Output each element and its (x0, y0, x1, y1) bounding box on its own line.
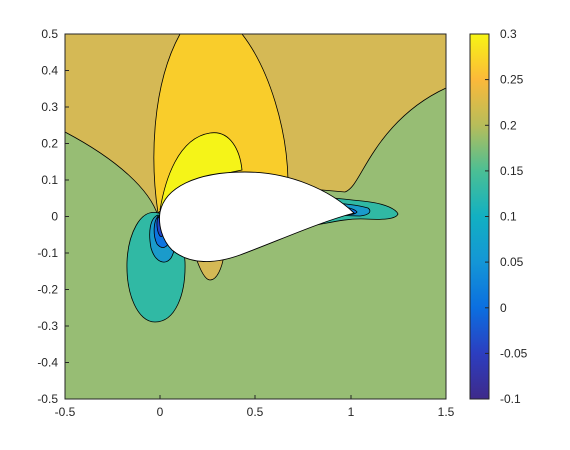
y-tick-label: -0.1 (37, 246, 58, 260)
colorbar-tick-label: -0.1 (500, 392, 521, 406)
colorbar-tick-label: 0.2 (500, 118, 517, 132)
y-tick-label: -0.2 (37, 283, 58, 297)
x-axis: -0.5 0 0.5 1 1.5 (55, 395, 455, 419)
y-tick-label: -0.5 (37, 392, 58, 406)
colorbar-tick-label: 0.3 (500, 27, 517, 41)
x-tick-label: 1.5 (438, 405, 455, 419)
y-tick-label: -0.3 (37, 319, 58, 333)
airfoil-body (159, 171, 355, 263)
colorbar: 0.3 0.25 0.2 0.15 0.1 0.05 0 -0.05 -0.1 (469, 27, 528, 406)
y-tick-label: 0.2 (41, 137, 58, 151)
y-tick-label: 0 (51, 210, 58, 224)
x-tick-label: 0 (157, 405, 164, 419)
colorbar-tick-label: 0.05 (500, 255, 524, 269)
colorbar-fill (470, 34, 489, 399)
x-tick-label: 0.5 (247, 405, 264, 419)
colorbar-tick-label: 0.1 (500, 210, 517, 224)
contour-plot-area (65, 34, 446, 399)
colorbar-tick-label: 0.15 (500, 164, 524, 178)
y-tick-label: -0.4 (37, 356, 58, 370)
x-tick-label: -0.5 (55, 405, 76, 419)
y-tick-label: 0.4 (41, 64, 58, 78)
colorbar-tick-label: -0.05 (500, 346, 528, 360)
y-tick-label: 0.5 (41, 27, 58, 41)
colorbar-tick-label: 0 (500, 301, 507, 315)
colorbar-tick-label: 0.25 (500, 73, 524, 87)
y-axis: 0.5 0.4 0.3 0.2 0.1 0 -0.1 -0.2 -0.3 -0.… (37, 27, 69, 406)
y-tick-label: 0.3 (41, 100, 58, 114)
x-tick-label: 1 (348, 405, 355, 419)
y-tick-label: 0.1 (41, 173, 58, 187)
